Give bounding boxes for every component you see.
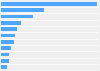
Bar — [1, 53, 9, 56]
Bar — [1, 65, 8, 69]
Bar — [1, 15, 33, 18]
Bar — [1, 8, 44, 12]
Bar — [1, 21, 21, 25]
Bar — [1, 46, 11, 50]
Bar — [1, 2, 97, 6]
Bar — [1, 40, 14, 44]
Bar — [1, 27, 16, 31]
Bar — [1, 34, 15, 37]
Bar — [1, 59, 9, 63]
